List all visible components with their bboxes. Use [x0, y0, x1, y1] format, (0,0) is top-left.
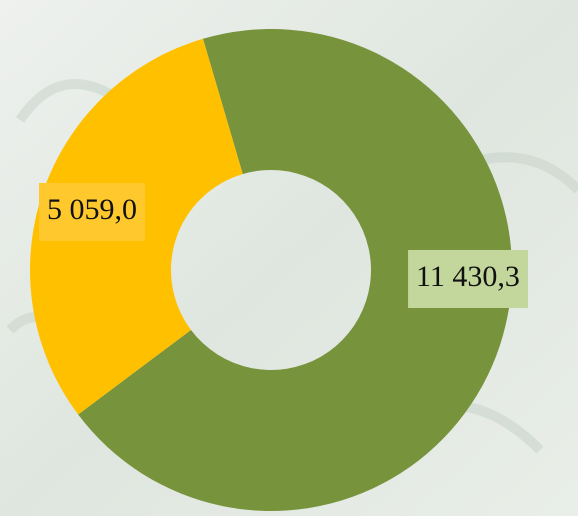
data-label: 11 430,3 — [416, 260, 520, 293]
data-label: 5 059,0 — [47, 193, 137, 226]
donut-slice — [78, 29, 513, 512]
data-label-box — [39, 183, 145, 241]
data-label-box — [408, 250, 528, 308]
